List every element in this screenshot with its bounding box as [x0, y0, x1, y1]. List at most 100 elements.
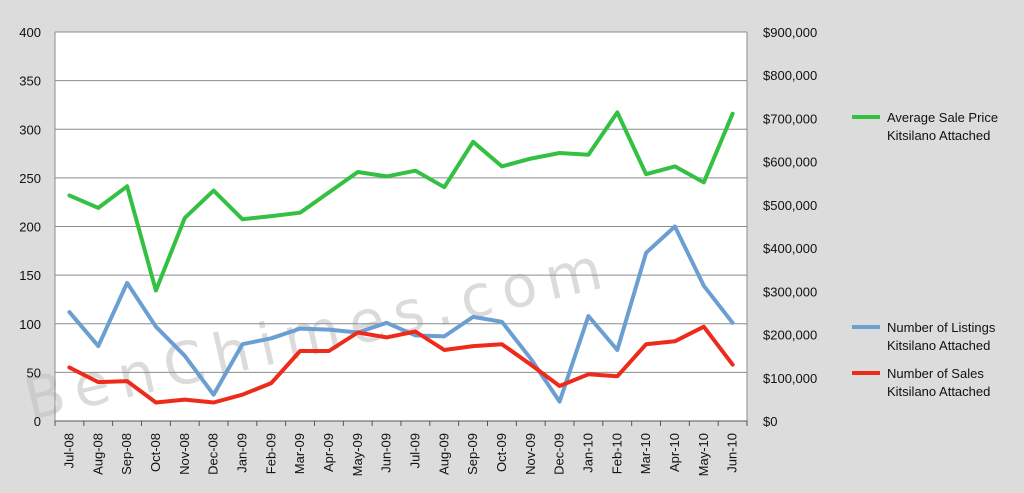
y-right-tick-label: $300,000	[763, 284, 817, 299]
x-tick-label: Nov-09	[523, 433, 538, 475]
x-tick-label: Aug-08	[90, 433, 105, 475]
data-point	[154, 401, 158, 405]
data-point	[327, 328, 331, 332]
data-point	[731, 363, 735, 367]
data-point	[702, 284, 706, 288]
data-point	[500, 164, 504, 168]
data-point	[212, 393, 216, 397]
data-point	[183, 354, 187, 358]
data-point	[413, 330, 417, 334]
data-point	[269, 381, 273, 385]
data-point	[731, 321, 735, 325]
data-point	[615, 348, 619, 352]
legend-label: Number of Sales	[887, 366, 984, 381]
x-tick-label: Jul-09	[407, 433, 422, 468]
x-tick-label: Mar-09	[292, 433, 307, 474]
x-tick-label: Jan-10	[580, 433, 595, 473]
legend-label: Kitsilano Attached	[887, 338, 990, 353]
data-point	[240, 342, 244, 346]
x-tick-label: Jun-09	[379, 433, 394, 473]
x-tick-label: Jun-10	[725, 433, 740, 473]
x-tick-label: Aug-09	[436, 433, 451, 475]
data-point	[183, 216, 187, 220]
data-point	[500, 342, 504, 346]
legend-label: Kitsilano Attached	[887, 384, 990, 399]
data-point	[731, 112, 735, 116]
y-right-tick-label: $100,000	[763, 371, 817, 386]
data-point	[240, 393, 244, 397]
x-tick-label: Dec-08	[206, 433, 221, 475]
x-tick-label: Feb-10	[609, 433, 624, 474]
y-right-tick-label: $0	[763, 414, 777, 429]
data-point	[558, 151, 562, 155]
data-point	[413, 169, 417, 173]
data-point	[183, 398, 187, 402]
series-line	[67, 324, 735, 405]
data-point	[471, 315, 475, 319]
y-left-tick-label: 100	[19, 317, 41, 332]
data-point	[269, 214, 273, 218]
x-tick-label: Feb-09	[263, 433, 278, 474]
data-point	[586, 372, 590, 376]
data-point	[442, 334, 446, 338]
data-point	[125, 184, 129, 188]
data-point	[529, 363, 533, 367]
data-point	[673, 225, 677, 228]
x-tick-label: May-10	[696, 433, 711, 476]
data-point	[673, 339, 677, 343]
x-tick-label: Sep-09	[465, 433, 480, 475]
legend-label: Number of Listings	[887, 320, 996, 335]
y-left-tick-label: 0	[34, 414, 41, 429]
data-point	[413, 333, 417, 337]
data-point	[471, 344, 475, 348]
data-point	[298, 327, 302, 331]
data-point	[327, 349, 331, 353]
data-point	[298, 349, 302, 353]
y-right-tick-label: $400,000	[763, 241, 817, 256]
x-tick-label: Oct-09	[494, 433, 509, 472]
data-point	[125, 281, 129, 285]
data-point	[385, 335, 389, 339]
data-point	[615, 110, 619, 114]
data-point	[154, 288, 158, 292]
data-point	[586, 314, 590, 318]
data-point	[269, 336, 273, 340]
data-point	[67, 310, 71, 314]
data-point	[673, 164, 677, 168]
data-point	[442, 185, 446, 189]
y-left-tick-label: 300	[19, 122, 41, 137]
data-point	[644, 172, 648, 176]
y-left-tick-label: 350	[19, 74, 41, 89]
y-right-tick-label: $500,000	[763, 198, 817, 213]
y-left-tick-label: 200	[19, 220, 41, 235]
x-tick-label: Jan-09	[234, 433, 249, 473]
data-point	[471, 140, 475, 144]
data-point	[702, 325, 706, 329]
x-tick-label: Dec-09	[552, 433, 567, 475]
data-point	[67, 366, 71, 370]
y-right-tick-label: $800,000	[763, 68, 817, 83]
data-point	[558, 384, 562, 388]
y-left-tick-label: 250	[19, 171, 41, 186]
x-tick-label: Nov-08	[177, 433, 192, 475]
data-point	[240, 217, 244, 221]
legend-label: Kitsilano Attached	[887, 128, 990, 143]
data-point	[385, 321, 389, 325]
y-left-tick-label: 400	[19, 25, 41, 40]
x-tick-label: Jul-08	[61, 433, 76, 468]
data-point	[385, 174, 389, 178]
x-tick-label: Oct-08	[148, 433, 163, 472]
y-right-tick-label: $900,000	[763, 25, 817, 40]
x-tick-label: Mar-10	[638, 433, 653, 474]
data-point	[96, 206, 100, 210]
series-line	[67, 224, 735, 404]
data-point	[212, 189, 216, 193]
data-point	[212, 401, 216, 405]
data-point	[644, 251, 648, 255]
x-tick-label: Sep-08	[119, 433, 134, 475]
data-point	[615, 374, 619, 378]
data-point	[67, 193, 71, 197]
series-line	[67, 110, 735, 293]
data-point	[644, 342, 648, 346]
